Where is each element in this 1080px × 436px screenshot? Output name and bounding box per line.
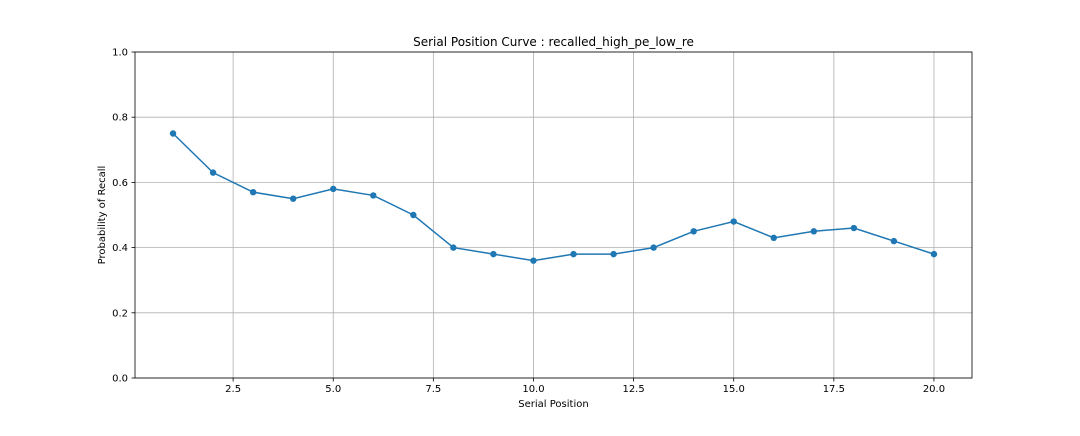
data-points	[169, 130, 938, 264]
x-tick-label: 10.0	[522, 384, 544, 395]
y-tick-label: 0.4	[112, 243, 128, 254]
data-point	[410, 211, 417, 219]
chart-title: Serial Position Curve : recalled_high_pe…	[413, 35, 694, 49]
x-axis-label: Serial Position	[518, 399, 588, 410]
data-point	[370, 192, 377, 199]
data-point	[169, 130, 177, 137]
data-point	[610, 250, 617, 258]
axis-ticks: 2.5 5.0 7.5 10.0 12.5 15.0 17.5 20.0 0.0 0.2 0.4 0.…	[112, 48, 945, 396]
data-point	[249, 188, 257, 196]
data-point	[450, 244, 457, 251]
y-tick-label: 0.0	[112, 374, 128, 385]
data-point	[530, 257, 537, 264]
x-tick-label: 15.0	[723, 384, 745, 395]
data-point	[690, 228, 697, 235]
data-point	[770, 234, 777, 242]
x-tick-label: 2.5	[225, 384, 241, 395]
x-tick-label: 12.5	[622, 384, 644, 395]
data-point	[330, 185, 337, 193]
data-point	[289, 195, 297, 202]
y-tick-label: 0.6	[112, 178, 128, 189]
series-line	[172, 132, 935, 262]
data-point	[209, 169, 217, 176]
x-tick-label: 5.0	[325, 384, 341, 395]
y-tick-label: 0.8	[112, 113, 128, 124]
x-tick-label: 20.0	[923, 384, 945, 395]
x-tick-label: 17.5	[823, 384, 845, 395]
x-tick-label: 7.5	[425, 384, 441, 395]
data-point	[890, 237, 898, 245]
y-tick-label: 0.2	[112, 308, 128, 319]
data-point	[650, 244, 657, 251]
data-point	[810, 228, 818, 235]
data-point	[490, 250, 497, 258]
y-axis-label: Probability of Recall	[97, 166, 108, 265]
plot-area-frame	[134, 51, 973, 379]
data-point	[730, 218, 737, 225]
data-point	[930, 250, 938, 258]
data-point	[570, 250, 577, 258]
y-tick-label: 1.0	[112, 48, 128, 59]
data-point	[850, 224, 858, 232]
